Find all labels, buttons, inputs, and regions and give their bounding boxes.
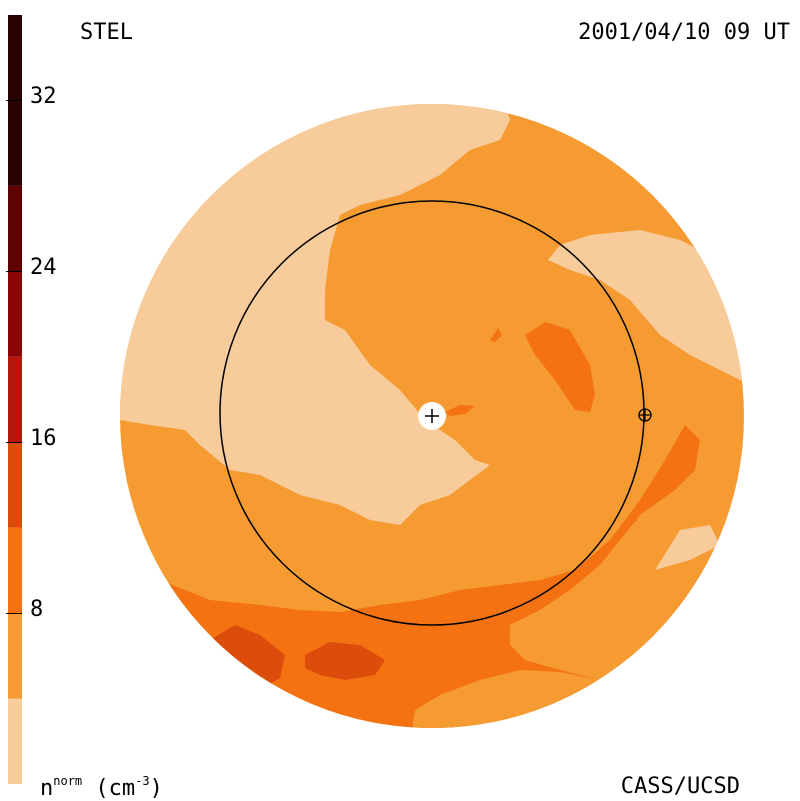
colorbar-tick-mark (6, 442, 22, 443)
earth-orbit-circle (219, 200, 645, 626)
enhanced-region-east (525, 322, 595, 412)
strong-spot-north (490, 328, 502, 342)
colorbar-band-1 (8, 613, 22, 699)
observatory-label: STEL (80, 20, 133, 45)
low-density-region-upper-right (548, 230, 744, 390)
unit-paren-close: ) (149, 776, 163, 801)
colorbar (8, 15, 22, 784)
unit-superscript: norm (53, 774, 83, 788)
colorbar-band-0 (8, 698, 22, 784)
colorbar-band-2 (8, 527, 22, 614)
unit-exponent: -3 (135, 774, 150, 788)
strong-spot-east (628, 514, 637, 526)
unit-paren-open: (cm (95, 776, 136, 801)
credit-label: CASS/UCSD (620, 774, 740, 799)
colorbar-band-6 (8, 185, 22, 272)
colorbar-tick-label: 32 (30, 84, 57, 109)
colorbar-band-5 (8, 271, 22, 357)
earth-marker-icon (638, 408, 652, 422)
sun-marker-icon (418, 402, 446, 430)
strong-spot-center (445, 405, 475, 416)
colorbar-band-3 (8, 442, 22, 528)
colorbar-tick-label: 8 (30, 597, 44, 622)
unit-base: n (40, 776, 54, 801)
colorbar-tick-mark (6, 271, 22, 272)
colorbar-tick-label: 16 (30, 426, 57, 451)
strong-region-southwest (210, 625, 285, 688)
colorbar-tick-label: 24 (30, 255, 57, 280)
timestamp-label: 2001/04/10 09 UT (578, 20, 790, 45)
strong-region-south (305, 642, 385, 680)
low-density-region-right (655, 525, 720, 570)
colorbar-tick-mark (6, 100, 22, 101)
colorbar-unit-label: nnorm (cm-3) (40, 775, 163, 800)
colorbar-band-4 (8, 356, 22, 443)
colorbar-tick-mark (6, 613, 22, 614)
